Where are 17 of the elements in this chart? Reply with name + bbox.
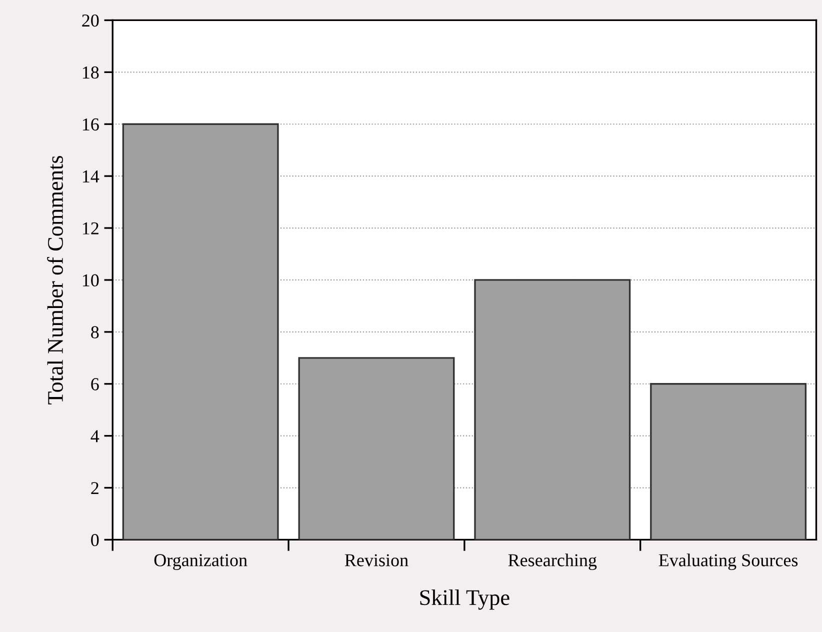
y-tick-label: 8	[91, 326, 99, 338]
y-tick-label: 2	[91, 482, 98, 494]
x-tick-label: Evaluating Sources	[658, 554, 798, 570]
y-tick-label: 16	[82, 118, 99, 131]
y-tick-label: 0	[91, 534, 99, 546]
y-tick-label: 6	[91, 378, 99, 390]
y-tick-label: 4	[90, 430, 100, 442]
y-tick-label: 18	[82, 66, 99, 79]
y-tick-label: 10	[82, 274, 99, 286]
y-tick-label: 20	[82, 14, 99, 27]
x-tick-label: Revision	[344, 554, 408, 566]
y-tick-label: 12	[82, 222, 98, 234]
x-tick-label: Researching	[508, 554, 597, 570]
y-axis-title: Total Number of Comments	[47, 156, 63, 404]
x-axis-title: Skill Type	[420, 589, 510, 610]
y-tick-label: 14	[82, 170, 100, 182]
x-tick-label: Organization	[154, 554, 248, 570]
